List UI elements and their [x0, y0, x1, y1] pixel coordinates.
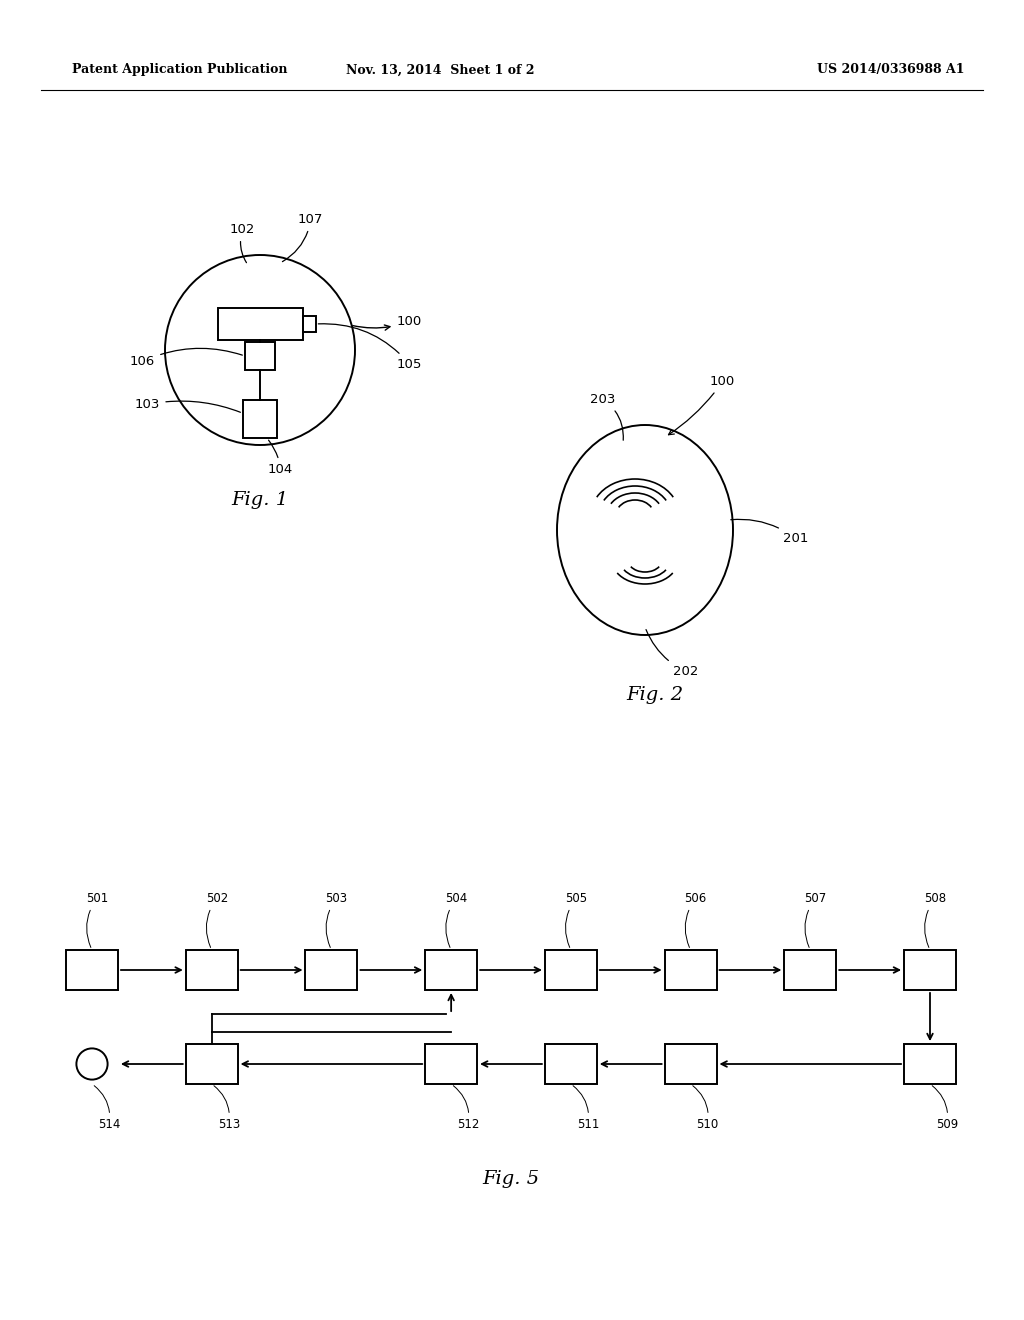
- Bar: [425, 950, 477, 990]
- Text: Fig. 5: Fig. 5: [482, 1170, 540, 1188]
- Text: Nov. 13, 2014  Sheet 1 of 2: Nov. 13, 2014 Sheet 1 of 2: [346, 63, 535, 77]
- Bar: [302, 315, 315, 333]
- Bar: [243, 400, 278, 438]
- Bar: [665, 1044, 717, 1084]
- Text: 104: 104: [268, 440, 293, 477]
- Text: 107: 107: [283, 213, 324, 261]
- Bar: [425, 1044, 477, 1084]
- Bar: [185, 950, 238, 990]
- Bar: [245, 342, 275, 370]
- Bar: [66, 950, 118, 990]
- Text: 503: 503: [326, 892, 347, 948]
- Text: 506: 506: [685, 892, 707, 948]
- Text: 509: 509: [932, 1085, 958, 1131]
- Text: 514: 514: [94, 1085, 121, 1131]
- Text: 507: 507: [804, 892, 826, 948]
- Bar: [904, 1044, 956, 1084]
- Text: Fig. 1: Fig. 1: [231, 491, 289, 510]
- Text: 513: 513: [214, 1085, 240, 1131]
- Bar: [545, 1044, 597, 1084]
- Text: 106: 106: [130, 348, 243, 368]
- Bar: [545, 950, 597, 990]
- Text: 501: 501: [86, 892, 109, 948]
- Text: 502: 502: [206, 892, 228, 948]
- Text: 202: 202: [646, 630, 698, 678]
- Text: 511: 511: [573, 1085, 599, 1131]
- Text: 201: 201: [731, 519, 808, 545]
- Text: 203: 203: [590, 393, 624, 441]
- Text: 103: 103: [135, 399, 241, 412]
- Text: US 2014/0336988 A1: US 2014/0336988 A1: [817, 63, 965, 77]
- Bar: [185, 1044, 238, 1084]
- Text: 508: 508: [924, 892, 946, 948]
- Text: 504: 504: [445, 892, 467, 948]
- Bar: [665, 950, 717, 990]
- Text: Fig. 2: Fig. 2: [627, 686, 684, 704]
- Text: 512: 512: [454, 1085, 479, 1131]
- Text: 505: 505: [565, 892, 587, 948]
- Bar: [217, 308, 302, 341]
- Text: 100: 100: [352, 315, 422, 330]
- Bar: [305, 950, 357, 990]
- Bar: [904, 950, 956, 990]
- Bar: [784, 950, 837, 990]
- Text: Patent Application Publication: Patent Application Publication: [72, 63, 287, 77]
- Text: 510: 510: [693, 1085, 719, 1131]
- Text: 102: 102: [230, 223, 255, 263]
- Text: 100: 100: [669, 375, 735, 434]
- Text: 105: 105: [318, 323, 422, 371]
